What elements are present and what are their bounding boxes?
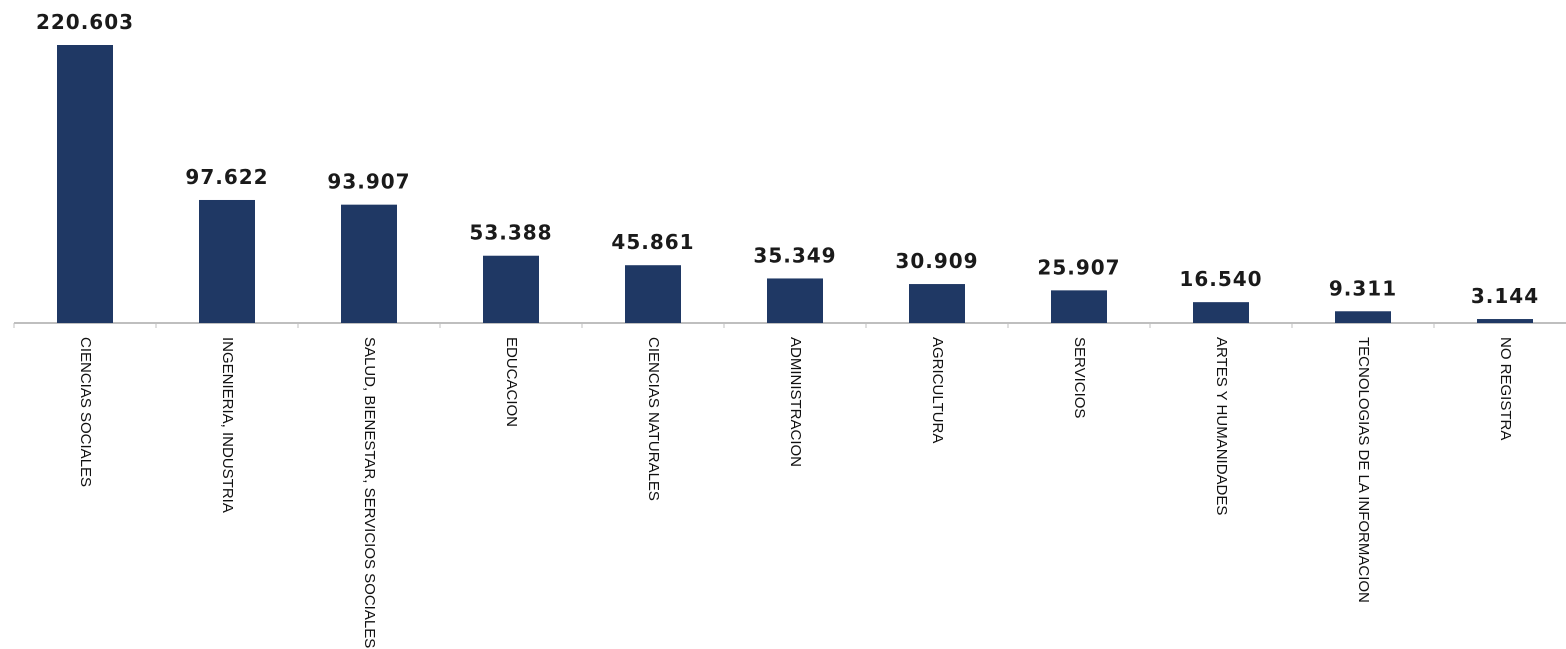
bar [57, 45, 113, 323]
category-label: SERVICIOS [1071, 337, 1088, 418]
bar [341, 204, 397, 323]
category-label: SALUD, BIENESTAR, SERVICIOS SOCIALES [361, 337, 378, 648]
category-label: CIENCIAS NATURALES [645, 337, 662, 501]
data-label: 3.144 [1471, 284, 1539, 308]
bar [909, 284, 965, 323]
bar [199, 199, 255, 323]
data-label: 25.907 [1037, 255, 1120, 279]
bar [625, 265, 681, 323]
bar [483, 255, 539, 323]
data-label: 30.909 [895, 249, 978, 273]
data-label: 220.603 [36, 10, 134, 34]
data-label: 93.907 [327, 170, 410, 194]
data-label: 45.861 [611, 230, 694, 254]
category-label: AGRICULTURA [929, 337, 946, 443]
bar [767, 278, 823, 323]
category-label: EDUCACION [503, 337, 520, 427]
bar [1477, 319, 1533, 323]
category-label: ADMINISTRACION [787, 337, 804, 467]
bar [1051, 290, 1107, 323]
data-label: 9.311 [1329, 276, 1397, 300]
data-label: 97.622 [185, 165, 268, 189]
data-label: 53.388 [469, 221, 552, 245]
data-label: 16.540 [1179, 267, 1262, 291]
data-label: 35.349 [753, 243, 836, 267]
category-label: INGENIERIA, INDUSTRIA [219, 337, 236, 513]
bar [1335, 311, 1391, 323]
bar [1193, 302, 1249, 323]
category-label: CIENCIAS SOCIALES [77, 337, 94, 487]
category-label: ARTES Y HUMANIDADES [1213, 337, 1230, 515]
category-label: NO REGISTRA [1497, 337, 1514, 440]
category-label: TECNOLOGIAS DE LA INFORMACION [1355, 337, 1372, 603]
